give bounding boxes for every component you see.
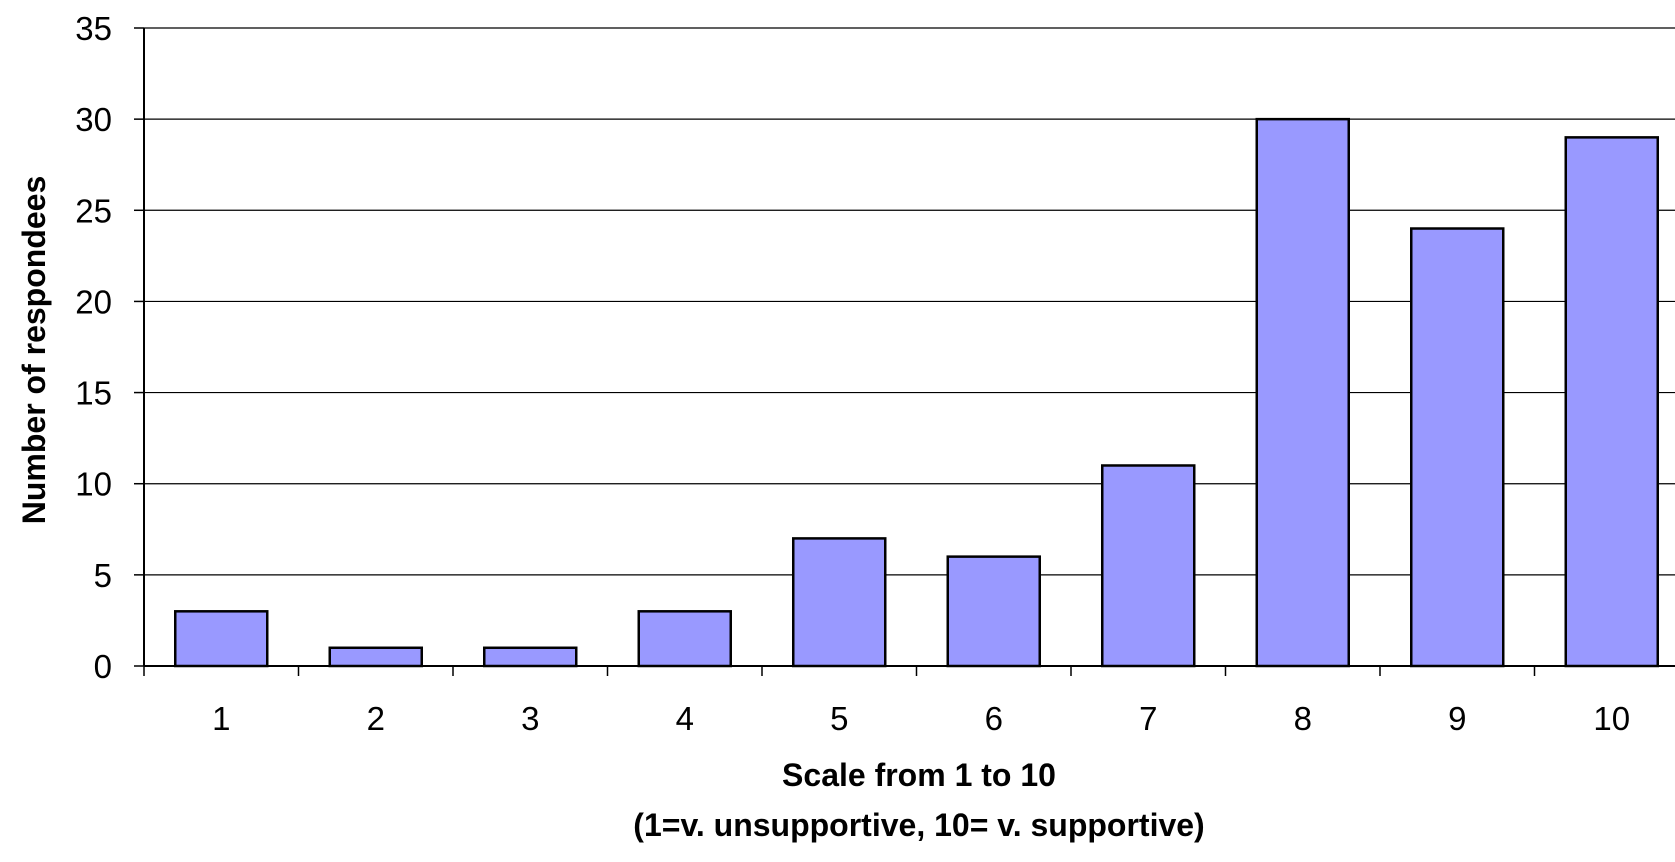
bar (483, 646, 578, 668)
x-tick-label: 2 (367, 700, 385, 737)
axes (134, 27, 1675, 676)
x-tick-label: 5 (830, 700, 848, 737)
bar (1564, 136, 1659, 668)
x-axis-title: Scale from 1 to 10 (782, 757, 1056, 793)
y-tick-label: 15 (75, 375, 112, 412)
x-tick-label: 10 (1593, 700, 1630, 737)
bar (1410, 227, 1505, 668)
x-axis-title-line2: (1=v. unsupportive, 10= v. supportive) (633, 807, 1204, 843)
y-tick-label: 35 (75, 10, 112, 47)
x-tick-label: 1 (212, 700, 230, 737)
y-tick-label: 0 (94, 648, 112, 685)
x-tick-label: 6 (985, 700, 1003, 737)
bar (792, 537, 887, 668)
bar (946, 555, 1041, 668)
y-tick-label: 20 (75, 283, 112, 320)
y-tick-labels: 0 5 10 15 20 25 30 35 (75, 10, 112, 685)
y-tick-label: 5 (94, 557, 112, 594)
x-tick-label: 7 (1139, 700, 1157, 737)
x-tick-label: 3 (521, 700, 539, 737)
bar (1255, 117, 1350, 668)
y-tick-label: 30 (75, 101, 112, 138)
x-tick-label: 8 (1294, 700, 1312, 737)
y-axis-title: Number of respondees (16, 176, 52, 525)
y-tick-label: 10 (75, 466, 112, 503)
x-tick-label: 4 (676, 700, 694, 737)
bar (328, 646, 423, 668)
x-tick-label: 9 (1448, 700, 1466, 737)
bar (1101, 464, 1196, 668)
gridlines (144, 27, 1675, 576)
x-tick-labels: 1 2 3 4 5 6 7 8 9 10 (212, 700, 1630, 737)
y-tick-label: 25 (75, 192, 112, 229)
bar (174, 610, 269, 668)
bar (637, 610, 732, 668)
